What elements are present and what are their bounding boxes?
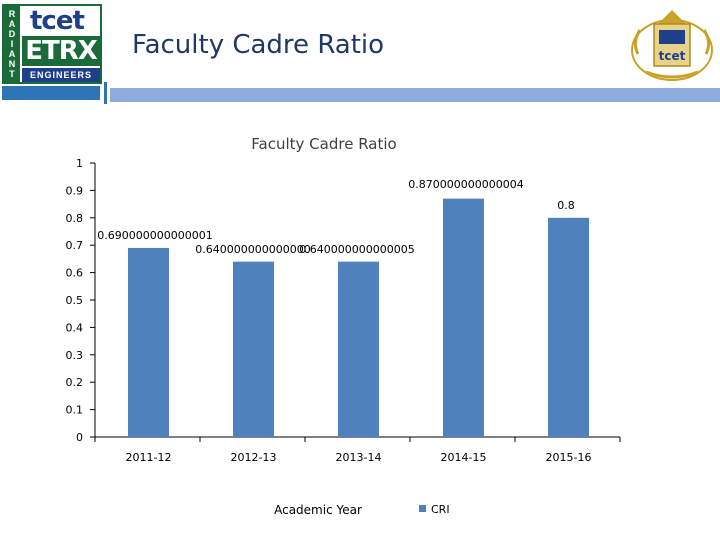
- legend-label: CRI: [431, 503, 450, 516]
- bar: [233, 261, 274, 437]
- logo-side-letter: N: [8, 59, 16, 69]
- logo-side-letter: A: [8, 19, 16, 29]
- logo-side-letter: R: [8, 9, 16, 19]
- y-tick-label: 0.8: [66, 212, 84, 225]
- y-tick-label: 0.7: [66, 239, 84, 252]
- logo-side-letter: I: [10, 39, 14, 49]
- x-tick-label: 2015-16: [546, 451, 592, 464]
- y-tick-label: 0.9: [66, 184, 84, 197]
- logo-side-letter: D: [8, 29, 16, 39]
- logo-tcet-text: tcet: [30, 6, 85, 36]
- header-rule-left: [2, 86, 100, 100]
- data-label: 0.8: [557, 199, 575, 212]
- chart-title: Faculty Cadre Ratio: [251, 135, 396, 153]
- y-tick-label: 0.3: [66, 349, 84, 362]
- bar: [443, 198, 484, 437]
- data-label: 0.640000000000005: [299, 243, 414, 256]
- chart-data-labels: 0.6900000000000010.6400000000000000.6400…: [97, 178, 574, 256]
- y-tick-label: 0.1: [66, 404, 84, 417]
- y-tick-label: 0.4: [66, 321, 84, 334]
- data-label: 0.870000000000004: [408, 178, 523, 191]
- x-axis-title: Academic Year: [274, 503, 362, 517]
- emblem-text: tcet: [659, 49, 686, 63]
- x-tick-label: 2013-14: [336, 451, 382, 464]
- x-tick-label: 2014-15: [441, 451, 487, 464]
- tcet-emblem-logo: tcet: [631, 10, 713, 81]
- data-label: 0.640000000000000: [195, 243, 310, 256]
- logo-side-letter: A: [8, 49, 16, 59]
- bar: [338, 261, 379, 437]
- y-tick-label: 0: [76, 431, 83, 444]
- chart-axes: 0 0.1 0.2 0.3 0.4 0.5 0.6 0.7 0.8 0.9 1 2011-12 2012…: [66, 157, 621, 464]
- logo-engineers-text: ENGINEERS: [22, 68, 100, 82]
- x-tick-label: 2011-12: [126, 451, 172, 464]
- logo-etrx-text: ETRX: [22, 36, 100, 66]
- header-rule-divider: [104, 82, 107, 104]
- header-rule-right: [110, 88, 720, 102]
- y-tick-label: 0.6: [66, 267, 84, 280]
- logo-side-letter: T: [9, 69, 15, 79]
- data-label: 0.690000000000001: [97, 229, 212, 242]
- chart-bars: [128, 198, 589, 437]
- slide-title: Faculty Cadre Ratio: [132, 30, 385, 60]
- y-tick-label: 0.2: [66, 376, 84, 389]
- legend-swatch: [419, 505, 426, 512]
- x-tick-label: 2012-13: [231, 451, 277, 464]
- bar: [548, 217, 589, 437]
- y-tick-label: 1: [76, 157, 83, 170]
- y-tick-label: 0.5: [66, 294, 84, 307]
- bar: [128, 247, 169, 437]
